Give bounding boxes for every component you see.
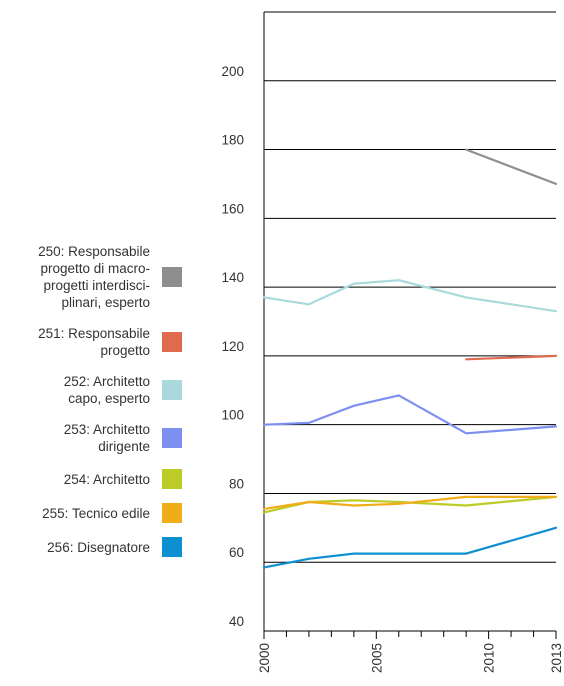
legend-label-254: 254: Architetto <box>63 471 150 487</box>
legend-label-255: 255: Tecnico edile <box>42 505 150 521</box>
y-tick-label-100: 100 <box>221 408 244 423</box>
legend-item-250: 250: Responsabile progetto di macro- pro… <box>0 243 182 311</box>
legend-swatch-252 <box>162 380 182 400</box>
y-tick-label-60: 60 <box>229 545 244 560</box>
x-tick-label-2010: 2010 <box>482 643 497 673</box>
legend-swatch-253 <box>162 428 182 448</box>
legend-item-255: 255: Tecnico edile <box>0 503 182 523</box>
y-tick-label-200: 200 <box>221 64 244 79</box>
legend-swatch-255 <box>162 503 182 523</box>
y-tick-label-180: 180 <box>221 133 244 148</box>
legend-label-256: 256: Disegnatore <box>47 539 150 555</box>
legend-label-253: 253: Architetto dirigente <box>63 422 150 454</box>
series-line-252 <box>262 279 558 313</box>
y-tick-label-40: 40 <box>229 614 244 629</box>
series-line-255 <box>262 495 558 510</box>
legend-label-252: 252: Architetto capo, esperto <box>63 374 150 406</box>
series-line-253 <box>262 394 558 435</box>
legend-swatch-251 <box>162 332 182 352</box>
legend-label-251: 251: Responsabile progetto <box>38 326 150 358</box>
y-tick-label-120: 120 <box>221 339 244 354</box>
legend-label-250: 250: Responsabile progetto di macro- pro… <box>38 244 150 310</box>
legend-swatch-256 <box>162 537 182 557</box>
y-tick-label-140: 140 <box>221 270 244 285</box>
series-line-250 <box>465 148 558 185</box>
legend-item-256: 256: Disegnatore <box>0 537 182 557</box>
series-line-254 <box>262 495 558 514</box>
x-tick-label-2000: 2000 <box>257 643 272 673</box>
x-tick-label-2005: 2005 <box>369 643 384 673</box>
series-line-256 <box>262 526 558 569</box>
legend-item-252: 252: Architetto capo, esperto <box>0 373 182 407</box>
y-tick-label-160: 160 <box>221 201 244 216</box>
y-tick-label-80: 80 <box>229 476 244 491</box>
legend-swatch-250 <box>162 267 182 287</box>
legend-item-253: 253: Architetto dirigente <box>0 421 182 455</box>
legend: 250: Responsabile progetto di macro- pro… <box>0 243 182 571</box>
series-line-251 <box>465 354 558 361</box>
legend-item-251: 251: Responsabile progetto <box>0 325 182 359</box>
legend-item-254: 254: Architetto <box>0 469 182 489</box>
x-tick-label-2013: 2013 <box>549 643 564 673</box>
legend-swatch-254 <box>162 469 182 489</box>
